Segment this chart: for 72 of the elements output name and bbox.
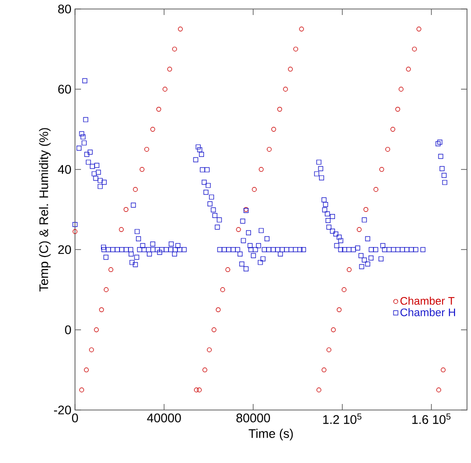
point [225,267,230,272]
point [236,227,241,232]
point [252,187,257,192]
y-tick-label: 80 [58,4,71,14]
x-tick-label: 80000 [236,414,270,422]
x-tick-label: 1.2 10$^{5}$ [323,414,362,424]
point [167,66,172,72]
point [277,106,282,112]
point [436,388,442,392]
point [412,46,417,52]
point [84,368,89,372]
y-tick-label: 20 [58,245,71,254]
point [385,146,390,152]
point [398,86,404,92]
point [326,347,332,352]
point [156,106,162,112]
x-tick-label: 40000 [147,414,181,422]
point [283,86,288,92]
point [220,287,226,292]
y-tick-label: 40 [58,165,71,174]
point [322,368,326,372]
point [212,327,216,332]
point [124,207,128,212]
y-tick-label: -20 [54,406,71,414]
point [194,388,199,392]
y-axis-title: Temp (C) & Rel. Humidity (%) [39,128,51,292]
point [89,347,94,352]
point [150,126,156,132]
point [144,146,150,152]
point [299,26,304,32]
point [293,46,298,52]
point [178,26,183,32]
point [140,167,144,172]
point [132,187,138,192]
legend-label: Chamber T [400,296,454,305]
point [440,368,446,372]
point [94,327,99,332]
y-tick-label: 0 [65,325,71,334]
x-tick-label: 0 [72,414,78,422]
point [266,146,272,152]
point [379,167,384,172]
point [79,388,84,392]
point [363,207,368,212]
point [390,126,396,132]
point [172,46,177,52]
point [202,368,208,372]
point [99,307,104,312]
point [374,187,378,192]
legend-label: Chamber H [400,308,456,316]
point [316,388,322,392]
y-tick-label: 60 [58,84,71,94]
point [72,229,78,234]
point [288,66,293,72]
point [336,307,342,312]
point [206,347,212,352]
point [216,307,221,312]
point [330,327,336,332]
x-axis-title: Time (s) [248,428,293,440]
point [416,26,422,32]
point [104,287,109,292]
point [118,227,124,232]
point [395,106,400,112]
x-tick-label: 1.6 10$^{5}$ [412,414,450,424]
point [108,267,114,272]
point [356,227,362,232]
point [258,167,264,172]
point [406,66,411,72]
point [342,287,346,292]
point [162,86,168,92]
point [346,267,352,272]
point [196,388,202,392]
point [271,126,276,132]
